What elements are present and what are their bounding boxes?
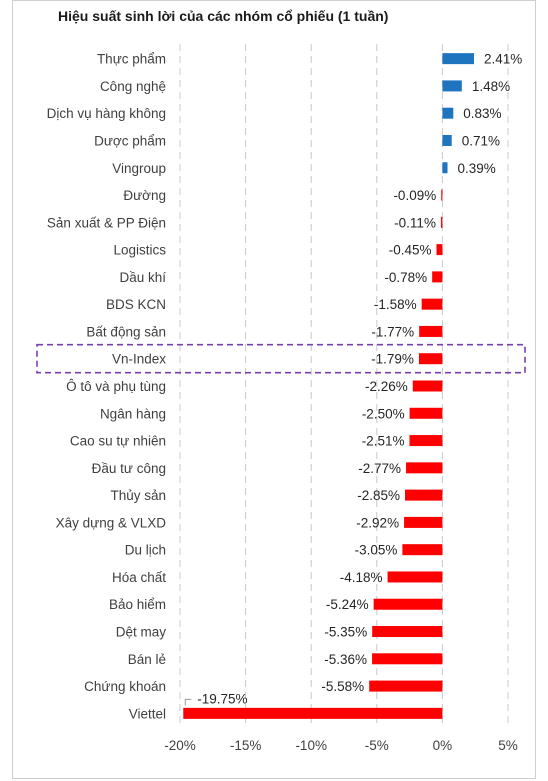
category-label: Hóa chất bbox=[112, 570, 166, 585]
data-label: -2.92% bbox=[356, 515, 399, 530]
category-label: Dệt may bbox=[116, 625, 167, 640]
data-label: -4.18% bbox=[340, 570, 383, 585]
data-label: 0.71% bbox=[462, 133, 500, 148]
bar bbox=[369, 680, 443, 692]
category-label: Đường bbox=[123, 188, 166, 203]
category-label: Vn-Index bbox=[112, 352, 166, 367]
bar bbox=[402, 544, 443, 556]
data-label: -2.50% bbox=[362, 406, 405, 421]
data-label: 2.41% bbox=[484, 52, 522, 67]
chart-frame bbox=[12, 0, 536, 779]
data-label: -5.35% bbox=[324, 625, 367, 640]
category-label: Du lịch bbox=[125, 543, 166, 558]
bar bbox=[442, 162, 448, 174]
bar bbox=[436, 244, 443, 256]
x-tick-label: 0% bbox=[433, 738, 453, 753]
data-label: -19.75% bbox=[197, 691, 247, 706]
bar bbox=[409, 407, 443, 419]
data-label: -2.51% bbox=[362, 434, 405, 449]
category-label: Bán lẻ bbox=[128, 652, 166, 667]
bar bbox=[183, 707, 443, 719]
x-tick-label: 5% bbox=[498, 738, 518, 753]
data-label: 0.83% bbox=[463, 106, 501, 121]
bar bbox=[442, 53, 475, 65]
bar bbox=[373, 598, 443, 610]
category-label: Cao su tự nhiên bbox=[70, 434, 166, 449]
bar bbox=[441, 189, 443, 201]
category-label: Ô tô và phụ tùng bbox=[66, 379, 166, 394]
bar bbox=[440, 216, 443, 228]
category-label: Sản xuất & PP Điện bbox=[47, 215, 166, 230]
highlight-box bbox=[36, 343, 526, 374]
bar bbox=[387, 571, 443, 583]
bar bbox=[442, 80, 462, 92]
category-label: Chứng khoán bbox=[84, 679, 166, 694]
data-label: -2.85% bbox=[357, 488, 400, 503]
bar bbox=[409, 435, 443, 447]
chart-title: Hiệu suất sinh lời của các nhóm cổ phiếu… bbox=[58, 8, 389, 24]
data-label: -5.36% bbox=[324, 652, 367, 667]
data-label: -2.77% bbox=[358, 461, 401, 476]
category-label: Đầu tư công bbox=[92, 461, 166, 476]
category-label: Thủy sản bbox=[110, 488, 166, 503]
data-label: 1.48% bbox=[472, 79, 510, 94]
data-label: -1.58% bbox=[374, 297, 417, 312]
category-label: Dịch vụ hàng không bbox=[47, 106, 166, 121]
category-label: Dược phẩm bbox=[94, 133, 166, 148]
data-label: -0.78% bbox=[384, 270, 427, 285]
x-tick-label: -15% bbox=[230, 738, 262, 753]
bar bbox=[405, 489, 443, 501]
bar bbox=[418, 353, 443, 365]
category-label: Xây dựng & VLXD bbox=[56, 515, 167, 530]
category-label: Bất động sản bbox=[86, 324, 166, 339]
data-label: -1.77% bbox=[371, 324, 414, 339]
data-label: 0.39% bbox=[458, 161, 496, 176]
data-label: -2.26% bbox=[365, 379, 408, 394]
data-label: -3.05% bbox=[355, 543, 398, 558]
bar bbox=[404, 516, 443, 528]
x-tick-label: -5% bbox=[365, 738, 389, 753]
bar bbox=[442, 134, 452, 146]
category-label: Viettel bbox=[129, 706, 166, 721]
data-label: -5.24% bbox=[326, 597, 369, 612]
bar bbox=[421, 298, 443, 310]
data-label: -0.11% bbox=[394, 215, 436, 230]
data-label: -0.45% bbox=[389, 243, 432, 258]
category-label: BDS KCN bbox=[106, 297, 166, 312]
category-label: Bảo hiểm bbox=[109, 597, 166, 612]
bar bbox=[372, 653, 443, 665]
category-label: Ngân hàng bbox=[100, 406, 166, 421]
bar bbox=[432, 271, 443, 283]
category-label: Công nghệ bbox=[100, 79, 166, 94]
category-label: Logistics bbox=[113, 243, 166, 258]
category-label: Thực phẩm bbox=[97, 52, 166, 67]
bar bbox=[372, 626, 443, 638]
data-label: -0.09% bbox=[393, 188, 436, 203]
category-label: Vingroup bbox=[112, 161, 166, 176]
data-label: -5.58% bbox=[321, 679, 364, 694]
bar bbox=[442, 107, 454, 119]
bar bbox=[406, 462, 443, 474]
bar bbox=[412, 380, 443, 392]
category-label: Dầu khí bbox=[119, 270, 166, 285]
data-label: -1.79% bbox=[371, 352, 414, 367]
leader-line bbox=[184, 698, 192, 706]
x-tick-label: -10% bbox=[295, 738, 327, 753]
x-tick-label: -20% bbox=[164, 738, 196, 753]
bar bbox=[419, 325, 443, 337]
